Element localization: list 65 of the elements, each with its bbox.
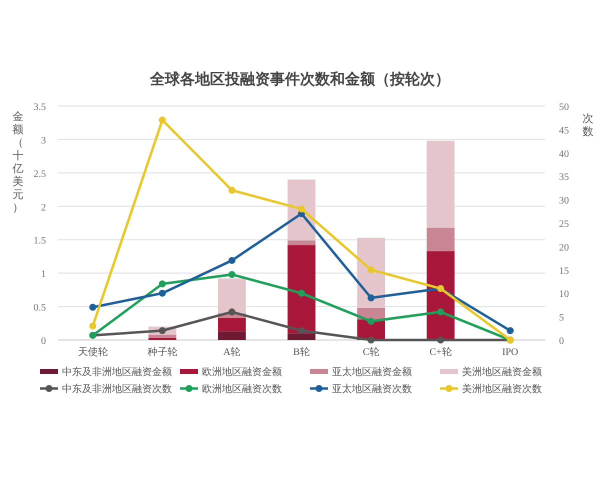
legend-label: 美洲地区融资金额 — [462, 366, 542, 378]
y2-tick-label: 35 — [559, 172, 569, 184]
y2-tick-label: 30 — [559, 196, 569, 207]
point — [368, 266, 375, 274]
legend-label: 亚太地区融资次数 — [332, 383, 412, 395]
point — [228, 308, 236, 316]
y-tick-label: 0.5 — [34, 302, 46, 314]
point — [298, 205, 305, 212]
point — [158, 290, 166, 297]
x-tick-label: C+轮 — [429, 346, 452, 358]
point — [368, 336, 375, 344]
point — [89, 304, 96, 311]
y-tick-label: 1.5 — [34, 236, 46, 247]
legend-label: 亚太地区融资金额 — [332, 366, 412, 378]
y-axis-title: 金额（十亿美元） — [12, 111, 24, 214]
bar — [288, 240, 316, 246]
y2-tick-label: 0 — [559, 336, 564, 347]
y2-tick-label: 20 — [559, 242, 569, 254]
y2-tick-label: 40 — [559, 148, 569, 160]
chart-title: 全球各地区投融资事件次数和金额（按轮次） — [149, 70, 450, 88]
y-tick-label: 3.5 — [34, 102, 46, 113]
legend-label: 中东及非洲地区融资金额 — [62, 366, 172, 378]
point — [158, 280, 166, 288]
bar — [288, 333, 316, 340]
bar — [148, 334, 176, 338]
y-tick-label: 3 — [41, 135, 46, 146]
point — [298, 327, 305, 334]
y-tick-label: 2.5 — [34, 168, 46, 180]
point — [228, 256, 236, 264]
x-tick-label: IPO — [502, 347, 518, 358]
y2-tick-label: 50 — [559, 102, 569, 113]
y2-tick-label: 5 — [559, 312, 564, 324]
legend-label: 中东及非洲地区融资次数 — [62, 383, 172, 395]
point — [89, 322, 96, 330]
legend-label: 欧洲地区融资金额 — [202, 366, 282, 378]
point — [228, 270, 236, 278]
legend-label: 欧洲地区融资次数 — [202, 383, 282, 395]
bar — [426, 228, 455, 252]
point — [368, 294, 375, 302]
y2-tick-label: 10 — [559, 289, 569, 300]
y2-axis-title: 次数 — [582, 113, 594, 138]
bar — [288, 245, 316, 334]
point — [437, 336, 444, 344]
bar — [218, 318, 246, 332]
x-tick-label: C轮 — [362, 346, 380, 358]
point — [298, 290, 305, 297]
x-tick-label: B轮 — [293, 346, 310, 358]
y2-tick-label: 15 — [559, 266, 569, 277]
legend-label: 美洲地区融资次数 — [462, 383, 542, 395]
bar — [218, 278, 246, 314]
point — [158, 116, 166, 124]
y-tick-label: 0 — [41, 336, 46, 347]
x-tick-label: 天使轮 — [78, 346, 108, 358]
bar — [218, 331, 246, 340]
point — [437, 308, 444, 316]
point — [368, 318, 375, 325]
point — [228, 186, 236, 194]
y2-tick-label: 25 — [559, 219, 569, 230]
y-tick-label: 1 — [41, 269, 46, 280]
x-tick-label: 种子轮 — [147, 346, 178, 358]
point — [506, 327, 514, 334]
x-tick-label: A轮 — [223, 346, 241, 358]
bar — [426, 140, 455, 228]
y2-tick-label: 45 — [559, 125, 569, 136]
y-tick-label: 2 — [41, 202, 46, 214]
